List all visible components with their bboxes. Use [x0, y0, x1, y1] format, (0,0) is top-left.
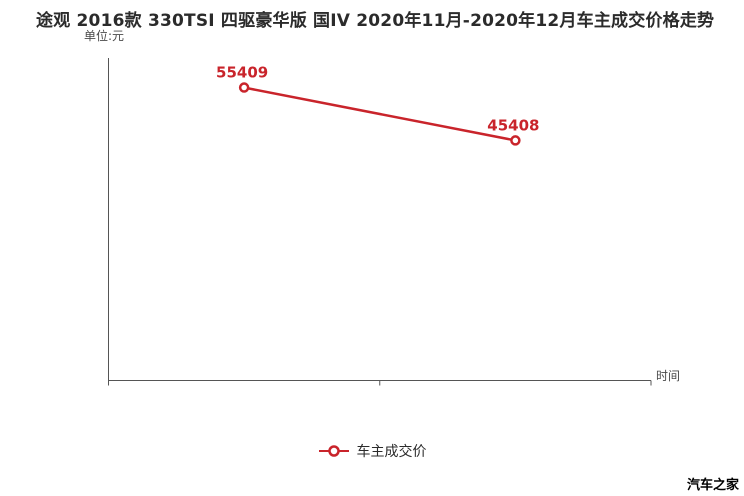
- legend: 车主成交价: [0, 441, 744, 461]
- x-axis-label: 时间: [656, 369, 681, 383]
- legend-item-owner-price[interactable]: 车主成交价: [318, 441, 427, 461]
- chart-title: 途观 2016款 330TSI 四驱豪华版 国IV 2020年11月-2020年…: [36, 11, 715, 31]
- y-axis-unit-label: 单位:元: [84, 29, 125, 43]
- legend-series-label: 车主成交价: [356, 444, 427, 460]
- data-point-marker: [510, 135, 521, 146]
- data-point-label: 45408: [487, 116, 539, 134]
- legend-line-marker-icon: [318, 445, 349, 457]
- watermark-autohome: 汽车之家: [686, 478, 739, 493]
- data-point-marker: [238, 82, 250, 93]
- series-line-owner-price: [243, 86, 516, 142]
- data-point-label: 55409: [216, 64, 268, 82]
